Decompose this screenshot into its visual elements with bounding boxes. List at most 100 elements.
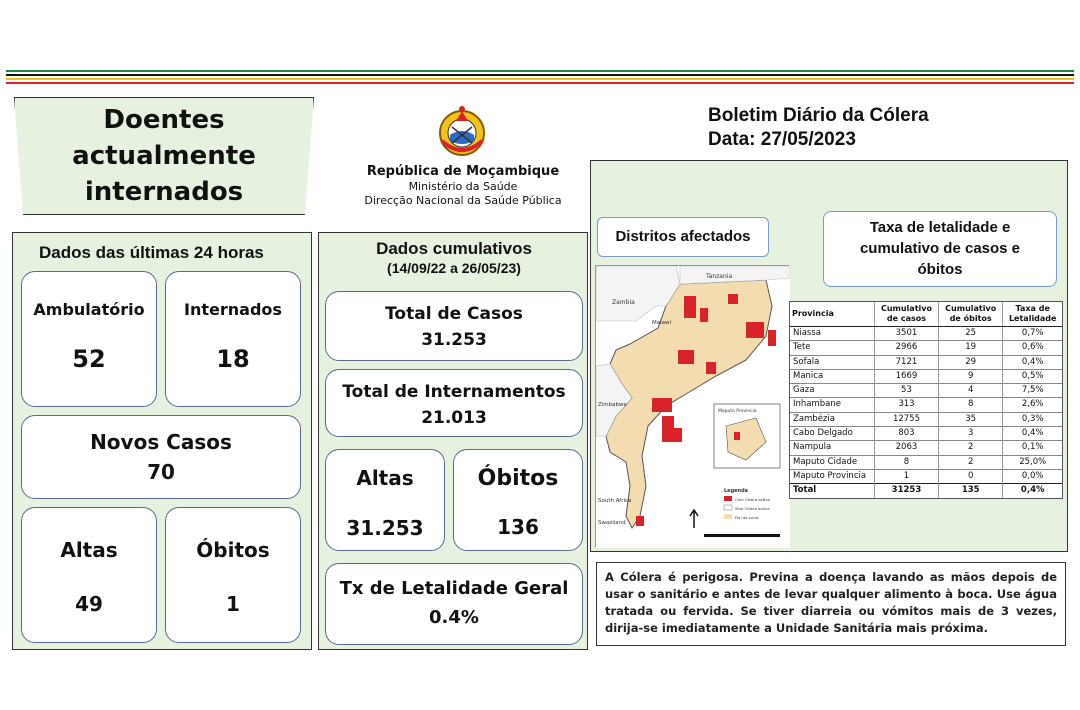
table-cell: 0,0% xyxy=(1002,468,1062,484)
scale-bar xyxy=(704,534,780,537)
province-table-wrap: Provincia Cumulativo de casos Cumulativo… xyxy=(789,301,1063,499)
total-cell: 31253 xyxy=(874,483,939,498)
deaths-24h-card: Óbitos 1 xyxy=(165,507,301,643)
total-admissions-card: Total de Internamentos 21.013 xyxy=(325,369,583,437)
north-arrow-icon xyxy=(689,508,699,528)
table-cell: 25,0% xyxy=(1002,454,1062,470)
ambulatory-label: Ambulatório xyxy=(33,300,145,319)
map-legend-title: Legenda xyxy=(724,488,748,494)
map-legend-no-cases: Sem Cólera activa xyxy=(735,506,770,511)
table-row: Manica 1669 9 0,5% xyxy=(790,368,1062,384)
table-cell: 0,3% xyxy=(1002,411,1062,427)
total-label-cell: Total xyxy=(790,483,875,498)
cumulative-discharges-value: 31.253 xyxy=(346,516,424,540)
fatality-table-title-2: cumulativo de casos e xyxy=(859,240,1021,257)
new-cases-card: Novos Casos 70 xyxy=(21,415,301,499)
deaths-24h-label: Óbitos xyxy=(196,538,270,562)
maputo-inset-shape xyxy=(725,417,767,461)
province-name-cell: Maputo Provincia xyxy=(790,468,875,484)
republic-name: República de Moçambique xyxy=(366,164,560,179)
bulletin-heading: Boletim Diário da Cólera Data: 27/05/202… xyxy=(708,104,1028,152)
table-cell: 2,6% xyxy=(1002,397,1062,413)
affected-districts-title: Distritos afectados xyxy=(615,228,751,245)
table-cell: 19 xyxy=(937,340,1003,356)
province-name-cell: Sofala xyxy=(790,354,875,370)
province-table: Provincia Cumulativo de casos Cumulativo… xyxy=(790,302,1062,498)
affected-district xyxy=(684,296,696,318)
table-cell: 0,1% xyxy=(1002,440,1062,456)
cumulative-panel: Dados cumulativos (14/09/22 a 26/05/23) … xyxy=(318,232,588,650)
ambulatory-value: 52 xyxy=(72,345,106,373)
institution-header: República de Moçambique Ministério da Sa… xyxy=(348,164,578,208)
province-name-cell: Maputo Cidade xyxy=(790,454,875,470)
table-cell: 35 xyxy=(937,411,1003,427)
bulletin-title: Boletim Diário da Cólera xyxy=(708,105,929,126)
map-label-swaziland: Swaziland xyxy=(598,520,626,526)
cumulative-deaths-card: Óbitos 136 xyxy=(453,449,583,551)
legend-swatch-no-cases xyxy=(723,504,733,511)
province-name-cell: Manica xyxy=(790,368,875,384)
map-legend-affected: Com Cólera activo xyxy=(735,497,771,502)
current-inpatients-box: Doentes actualmente internados 58 xyxy=(14,97,314,215)
cumulative-deaths-value: 136 xyxy=(497,515,539,539)
legend-swatch-ended xyxy=(724,514,732,519)
province-name-cell: Cabo Delgado xyxy=(790,426,875,441)
province-name-cell: Zambézia xyxy=(790,411,875,427)
last-24h-title: Dados das últimas 24 horas xyxy=(39,243,264,262)
bulletin-date: Data: 27/05/2023 xyxy=(708,129,856,150)
zambia-shape xyxy=(595,265,681,322)
table-row: Sofala 7121 29 0,4% xyxy=(790,354,1062,370)
ambulatory-card: Ambulatório 52 xyxy=(21,271,157,407)
table-cell: 0,6% xyxy=(1002,340,1062,356)
table-header-row: Provincia Cumulativo de casos Cumulativo… xyxy=(790,302,1062,327)
affected-district xyxy=(728,294,738,304)
table-cell: 0,7% xyxy=(1002,325,1062,341)
fatality-rate-card: Tx de Letalidade Geral 0.4% xyxy=(325,563,583,645)
table-cell: 7121 xyxy=(874,354,939,370)
inpatients-24h-card: Internados 18 xyxy=(165,271,301,407)
affected-district xyxy=(652,398,672,412)
map-svg: Tanzania Zambia Malawi Zimbabwe South Af… xyxy=(595,265,791,548)
prevention-advice-text: A Cólera é perigosa. Previna a doença la… xyxy=(605,570,1057,635)
fatality-rate-label: Tx de Letalidade Geral xyxy=(339,578,569,599)
prevention-advice-box: A Cólera é perigosa. Previna a doença la… xyxy=(596,562,1066,646)
fatality-table-title-box: Taxa de letalidade e cumulativo de casos… xyxy=(823,211,1057,287)
fatality-table-title-3: óbitos xyxy=(917,261,963,278)
table-body: Niassa 3501 25 0,7% Tete 2966 19 0,6% Sofala 7121… xyxy=(790,325,1062,498)
fatality-rate-value: 0.4% xyxy=(429,607,479,628)
affected-districts-group xyxy=(636,294,776,526)
deaths-24h-value: 1 xyxy=(226,592,240,616)
current-inpatients-value: 58 xyxy=(145,213,183,243)
mozambique-emblem xyxy=(430,97,494,161)
table-cell: 0 xyxy=(937,468,1003,484)
table-row: Maputo Provincia 1 0 0,0% xyxy=(790,468,1062,484)
total-cases-label: Total de Casos xyxy=(385,304,523,324)
zimbabwe-shape xyxy=(595,363,633,437)
table-cell: 803 xyxy=(874,426,939,441)
total-cell: 135 xyxy=(937,483,1003,498)
map-label-zimbabwe: Zimbabwe xyxy=(598,402,628,408)
provinces-panel: Distritos afectados xyxy=(590,160,1068,552)
table-row: Gaza 53 4 7,5% xyxy=(790,383,1062,398)
table-cell: 25 xyxy=(937,325,1003,341)
table-cell: 2966 xyxy=(874,340,939,356)
table-cell: 2063 xyxy=(874,440,939,456)
current-inpatients-line2: internados xyxy=(84,177,244,207)
table-cell: 53 xyxy=(874,383,939,398)
table-cell: 0,4% xyxy=(1002,354,1062,370)
inpatients-24h-label: Internados xyxy=(184,300,282,319)
map-label-tanzania: Tanzania xyxy=(705,273,732,280)
affected-districts-map: Tanzania Zambia Malawi Zimbabwe South Af… xyxy=(595,265,791,548)
current-inpatients-line1: Doentes actualmente xyxy=(72,105,256,171)
flag-stripe-green xyxy=(6,70,1074,72)
table-cell: 0,5% xyxy=(1002,368,1062,384)
table-row: Tete 2966 19 0,6% xyxy=(790,340,1062,356)
ministry-name: Ministério da Saúde xyxy=(408,180,518,193)
table-cell: 2 xyxy=(937,454,1003,470)
table-header: Cumulativo de óbitos xyxy=(937,302,1003,327)
flag-stripe-red xyxy=(6,82,1074,84)
table-row: Maputo Cidade 8 2 25,0% xyxy=(790,454,1062,470)
mozambique-outline xyxy=(605,279,773,529)
province-name-cell: Inhambane xyxy=(790,397,875,413)
direction-name: Direcção Nacional da Saúde Pública xyxy=(364,194,562,207)
